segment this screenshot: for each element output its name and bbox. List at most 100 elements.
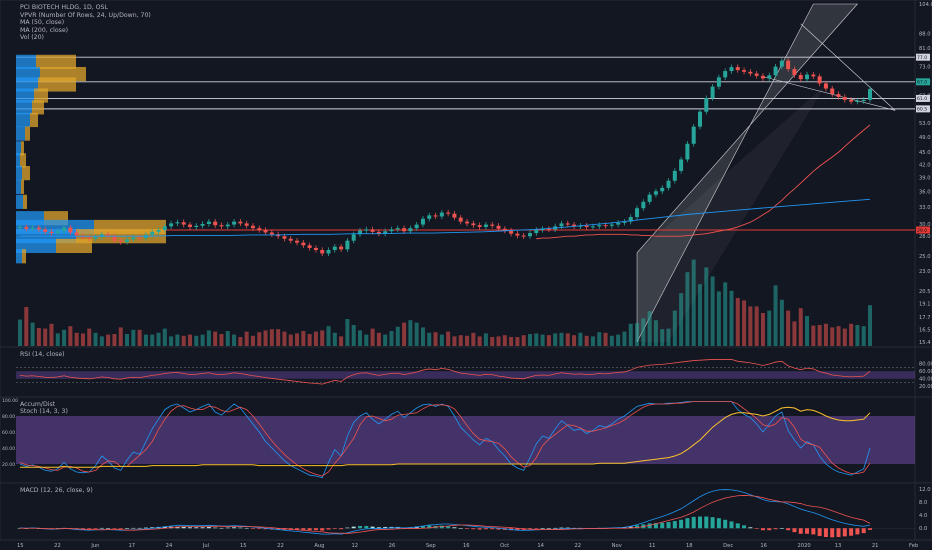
- macd-hist-bar: [364, 525, 369, 529]
- volume-bar: [225, 331, 230, 346]
- volume-bar: [276, 329, 281, 346]
- macd-hist-bar: [735, 523, 740, 529]
- candle-body: [842, 96, 847, 100]
- volume-bar: [87, 328, 92, 346]
- ma200-label[interactable]: MA (200, close): [20, 26, 69, 34]
- candle-body: [502, 228, 507, 231]
- candle-body: [559, 223, 564, 227]
- volume-bar: [622, 331, 627, 346]
- macd-hist-bar: [546, 528, 551, 529]
- stoch-label[interactable]: Stoch (14, 3, 3): [20, 408, 68, 415]
- volume-bar: [811, 325, 816, 346]
- volume-bar: [427, 332, 432, 346]
- volume-bar: [590, 336, 595, 346]
- volume-bar: [389, 331, 394, 346]
- vpvr-bar-down: [22, 166, 30, 181]
- vpvr-bar-up: [16, 54, 36, 69]
- vol-label[interactable]: Vol (20): [20, 34, 44, 42]
- macd-hist-bar: [496, 528, 501, 530]
- candle-body: [572, 224, 577, 227]
- price-tick-label: 88.0: [919, 31, 931, 37]
- vpvr-bar-up: [16, 112, 30, 128]
- volume-bar: [458, 335, 463, 346]
- macd-hist-bar: [798, 528, 803, 534]
- volume-bar: [194, 335, 199, 346]
- ma50-label[interactable]: MA (50, close): [20, 19, 65, 27]
- candle-body: [112, 236, 117, 241]
- candle-body: [716, 77, 721, 87]
- volume-bar: [735, 298, 740, 346]
- time-tick-label: Aug: [314, 543, 324, 549]
- candle-body: [74, 232, 79, 236]
- macd-hist-bar: [786, 528, 791, 531]
- rsi-label[interactable]: RSI (14, close): [20, 351, 65, 358]
- time-tick-label: 15: [17, 543, 24, 549]
- time-tick-label: Dec: [723, 543, 733, 549]
- macd-hist-bar: [716, 518, 721, 529]
- volume-bar: [93, 332, 98, 346]
- candle-body: [622, 221, 627, 223]
- price-tag-label: 29.0: [917, 228, 927, 234]
- candle-body: [326, 250, 331, 254]
- candle-body: [55, 231, 60, 234]
- symbol-title[interactable]: PCI BIOTECH HLDG, 1D, OSL: [20, 4, 108, 11]
- stoch-tick-label-left: 80.00: [2, 414, 15, 420]
- volume-bar: [257, 332, 262, 346]
- price-tag: [916, 226, 930, 234]
- stoch-pane: 100.00 80.00 60.00 40.00 20.00: [2, 398, 915, 479]
- price-tag: [916, 78, 930, 86]
- volume-bar: [502, 335, 507, 346]
- macd-hist-bar: [760, 528, 765, 531]
- candle-body: [332, 246, 337, 251]
- price-tick-label: 81.0: [919, 46, 931, 52]
- volume-bar: [188, 334, 192, 346]
- macd-hist-bar: [817, 528, 822, 537]
- volume-bar: [24, 307, 29, 346]
- macd-hist-bar: [868, 528, 872, 530]
- macd-hist-bar: [635, 525, 640, 529]
- candle-body: [169, 223, 174, 227]
- volume-bar: [672, 310, 677, 346]
- macd-hist-bar: [112, 528, 117, 529]
- candle-body: [408, 228, 413, 232]
- volume-bar: [666, 328, 671, 346]
- volume-bar: [742, 300, 747, 346]
- macd-hist-bar: [225, 527, 230, 529]
- volume-bar: [823, 323, 828, 346]
- volume-bar: [125, 334, 130, 346]
- macd-hist-bar: [118, 528, 123, 529]
- macd-tick-label: 0.0: [919, 526, 927, 532]
- time-tick-label: 2020: [798, 543, 811, 549]
- vpvr-bar-down: [21, 141, 24, 156]
- candle-body: [420, 218, 425, 225]
- price-tick-label: 45.0: [919, 150, 931, 156]
- volume-bar: [420, 327, 425, 346]
- vpvr-label[interactable]: VPVR (Number Of Rows, 24, Up/Down, 70): [20, 11, 151, 19]
- candle-body: [313, 247, 318, 251]
- macd-hist-bar: [823, 528, 828, 538]
- volume-bar: [572, 335, 577, 346]
- candle-body: [301, 242, 306, 246]
- candle-body: [590, 226, 595, 228]
- triangle-line: [800, 23, 896, 111]
- candle-body: [99, 234, 104, 237]
- volume-bar: [200, 334, 205, 346]
- macd-hist-bar: [87, 528, 92, 529]
- candle-body: [817, 76, 822, 84]
- macd-hist-bar: [213, 527, 218, 529]
- candle-body: [603, 225, 608, 227]
- macd-hist-bar: [767, 528, 772, 531]
- volume-bar: [628, 323, 633, 346]
- time-tick-label: Jun: [90, 543, 99, 549]
- macd-hist-bar: [383, 526, 388, 529]
- volume-bar: [288, 334, 293, 346]
- accum-label[interactable]: Accum/Dist: [20, 401, 56, 408]
- volume-bar: [326, 326, 331, 346]
- macd-label[interactable]: MACD (12, 26, close, 9): [20, 487, 93, 494]
- vpvr-bar-down: [20, 153, 26, 168]
- macd-hist-bar: [515, 528, 520, 531]
- macd-hist-bar: [414, 526, 419, 529]
